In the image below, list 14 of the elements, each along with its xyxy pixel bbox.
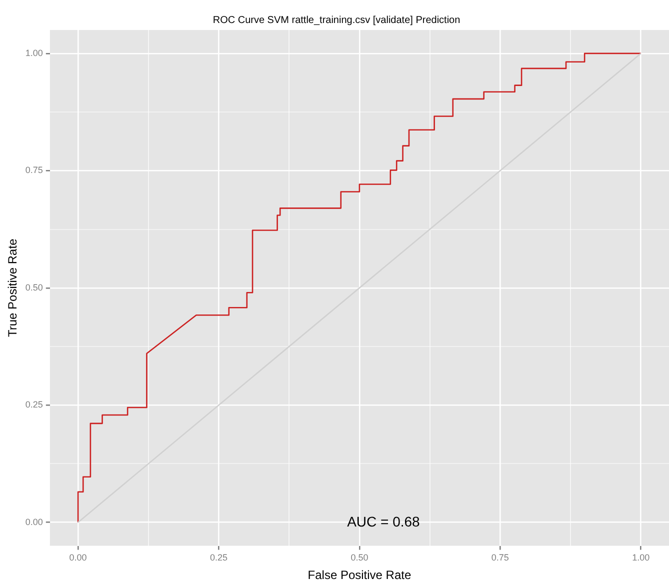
x-tick-label: 0.00 [69,552,87,563]
x-axis-title: False Positive Rate [308,568,412,582]
chart-title: ROC Curve SVM rattle_training.csv [validate] Prediction [212,14,460,26]
x-tick-label: 0.50 [350,552,368,563]
y-tick-label: 1.00 [25,48,43,58]
annotation: AUC = 0.68 [347,514,420,530]
x-tick-label: 0.25 [210,552,228,563]
y-tick-label: 0.50 [25,282,43,292]
y-tick-label: 0.75 [25,165,43,176]
y-tick-label: 0.25 [25,400,43,410]
x-tick-label: 1.00 [632,552,650,563]
x-tick-label: 0.75 [491,552,509,563]
y-axis-title: True Positive Rate [6,238,20,338]
y-tick-label: 0.00 [25,516,43,527]
